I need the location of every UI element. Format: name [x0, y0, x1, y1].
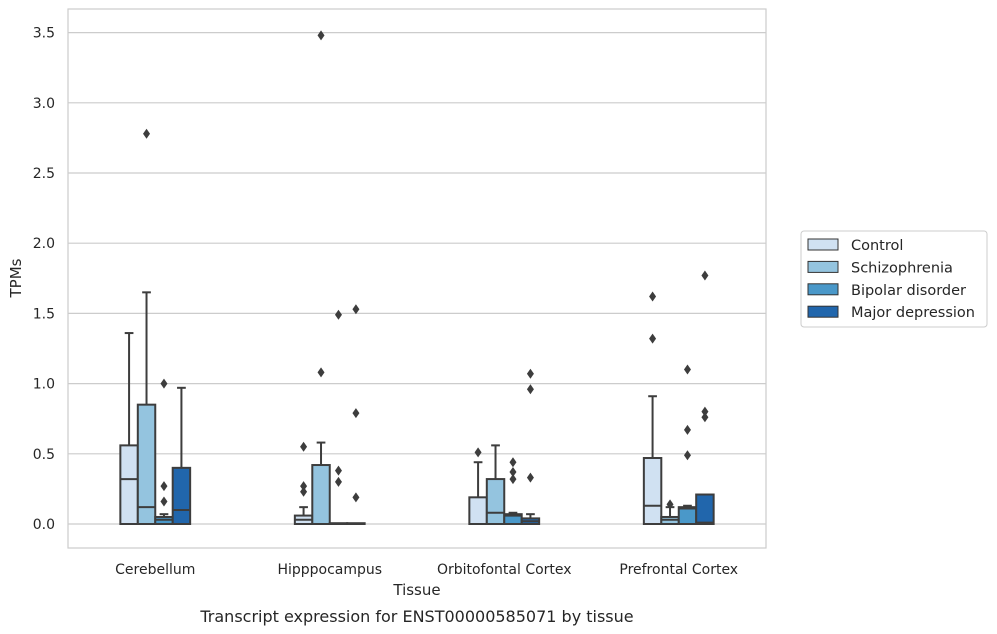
box-group	[311, 30, 331, 526]
outlier-point	[526, 472, 534, 483]
y-axis-label: TPMs	[7, 258, 25, 298]
outlier-point	[334, 309, 342, 320]
box-group	[642, 291, 663, 525]
outlier-point	[683, 424, 691, 435]
outlier-point	[300, 486, 308, 497]
y-tick-label: 1.0	[33, 377, 55, 393]
y-tick-labels: 0.0 0.5 1.0 1.5 2.0 2.5 3.0 3.5	[33, 26, 55, 533]
box	[311, 464, 331, 526]
x-tick-label: Orbitofontal Cortex	[437, 562, 572, 578]
box-group	[485, 444, 506, 525]
outlier-point	[509, 467, 517, 478]
legend-label: Bipolar disorder	[851, 283, 966, 299]
box-group	[328, 309, 349, 526]
outlier-point	[300, 481, 308, 492]
legend-label: Schizophrenia	[851, 260, 953, 276]
boxes-layer	[119, 30, 715, 526]
y-tick-label: 0.0	[33, 517, 55, 533]
outlier-point	[649, 333, 657, 344]
outlier-point	[683, 450, 691, 461]
legend-swatch	[807, 305, 839, 318]
outlier-point	[143, 128, 151, 139]
box	[485, 478, 506, 525]
box	[468, 496, 488, 526]
box-group	[346, 304, 366, 526]
box	[695, 493, 715, 525]
outlier-point	[160, 496, 168, 507]
legend-swatch	[807, 283, 839, 296]
y-tick-label: 3.5	[33, 26, 55, 42]
outlier-point	[649, 291, 657, 302]
x-axis-label: Tissue	[392, 581, 440, 599]
outlier-point	[666, 499, 674, 510]
legend-frame	[800, 230, 988, 328]
outlier-point	[474, 447, 482, 458]
outlier-point	[352, 408, 360, 419]
box	[136, 403, 157, 525]
outlier-point	[352, 304, 360, 315]
x-tick-label: Prefrontal Cortex	[619, 562, 738, 578]
box-group	[468, 447, 488, 526]
x-tick-label: Hipppocampus	[277, 562, 382, 578]
box-group	[136, 128, 157, 525]
outlier-point	[334, 476, 342, 487]
outlier-point	[300, 441, 308, 452]
x-tick-labels: Cerebellum Hipppocampus Orbitofontal Corte…	[115, 562, 738, 578]
x-tick-label: Cerebellum	[115, 562, 195, 578]
outlier-point	[509, 457, 517, 468]
legend-swatch	[807, 260, 839, 273]
outlier-point	[509, 474, 517, 485]
outlier-point	[334, 465, 342, 476]
outlier-point	[160, 481, 168, 492]
box-group	[677, 364, 698, 526]
legend-swatch	[807, 238, 839, 251]
outlier-point	[701, 412, 709, 423]
outlier-point	[701, 270, 709, 281]
legend-label: Major depression	[851, 305, 975, 321]
outlier-point	[352, 492, 360, 503]
y-tick-label: 2.0	[33, 236, 55, 252]
y-tick-label: 2.5	[33, 166, 55, 182]
plot-frame	[67, 8, 767, 549]
outlier-point	[701, 406, 709, 417]
legend-label: Control	[851, 238, 903, 254]
box-group	[695, 270, 715, 525]
box	[642, 457, 663, 525]
outlier-point	[526, 368, 534, 379]
box-group	[520, 368, 541, 525]
outlier-point	[160, 378, 168, 389]
box	[171, 466, 192, 525]
outlier-point	[317, 30, 325, 41]
box	[119, 444, 139, 526]
outlier-point	[683, 364, 691, 375]
outlier-point	[526, 384, 534, 395]
y-tick-label: 1.5	[33, 306, 55, 322]
outlier-point	[317, 367, 325, 378]
chart-caption: Transcript expression for ENST0000058507…	[199, 607, 633, 626]
y-tick-label: 3.0	[33, 96, 55, 112]
y-tick-label: 0.5	[33, 447, 55, 463]
box-group	[171, 386, 192, 525]
legend: Control Schizophrenia Bipolar disorder Majo…	[800, 230, 988, 328]
box	[677, 506, 698, 526]
box-group	[503, 457, 523, 525]
